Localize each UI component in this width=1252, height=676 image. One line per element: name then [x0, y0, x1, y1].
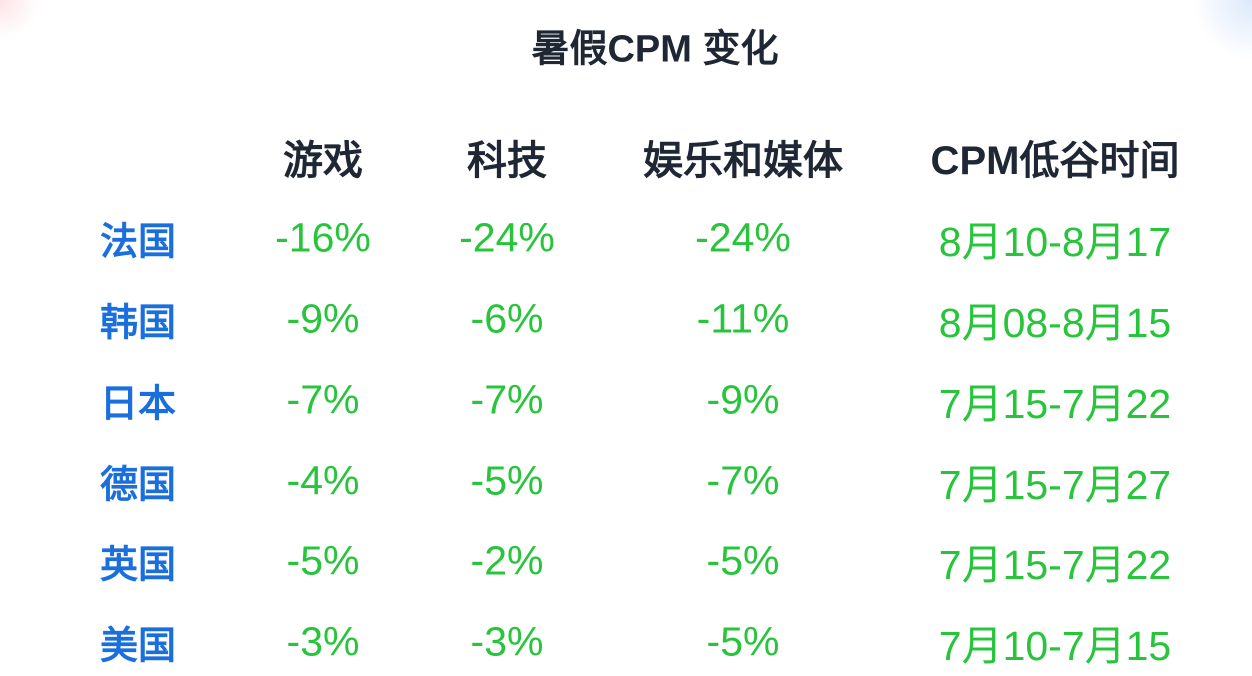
- cell-value: -7%: [286, 376, 360, 423]
- column-header: 游戏: [283, 139, 363, 183]
- cell-value: -24%: [459, 214, 555, 261]
- cell-value: 7月10-7月15: [938, 623, 1172, 669]
- column-header: CPM低谷时间: [930, 139, 1180, 183]
- cell-value: -16%: [275, 214, 371, 261]
- cell-value: -9%: [706, 376, 780, 423]
- cell-value: -11%: [696, 295, 790, 342]
- row-label: 英国: [99, 544, 177, 587]
- cell-value: -5%: [706, 537, 780, 584]
- cell-value: -7%: [470, 376, 544, 423]
- cell-value: -24%: [695, 214, 791, 261]
- cell-value: -4%: [286, 457, 360, 504]
- row-label: 法国: [99, 221, 177, 264]
- row-label: 美国: [99, 625, 177, 668]
- row-label: 韩国: [99, 302, 177, 345]
- cell-value: -3%: [286, 618, 360, 665]
- column-header: 娱乐和媒体: [643, 139, 843, 183]
- title: 暑假CPM 变化: [531, 28, 779, 71]
- cell-value: 7月15-7月22: [938, 381, 1172, 427]
- cell-value: -6%: [470, 295, 544, 342]
- row-label: 日本: [99, 383, 177, 426]
- cell-value: -5%: [470, 457, 544, 504]
- cell-value: -7%: [706, 457, 780, 504]
- column-header: 科技: [467, 139, 547, 183]
- cell-value: -9%: [286, 295, 360, 342]
- row-label: 德国: [99, 464, 177, 507]
- cell-value: -3%: [470, 618, 544, 665]
- cell-value: -2%: [470, 537, 544, 584]
- cell-value: 8月10-8月17: [938, 219, 1172, 265]
- cell-value: -5%: [286, 537, 360, 584]
- cell-value: 7月15-7月27: [938, 462, 1172, 508]
- cell-value: 7月15-7月22: [938, 542, 1172, 588]
- cell-value: 8月08-8月15: [938, 300, 1172, 346]
- cell-value: -5%: [706, 618, 780, 665]
